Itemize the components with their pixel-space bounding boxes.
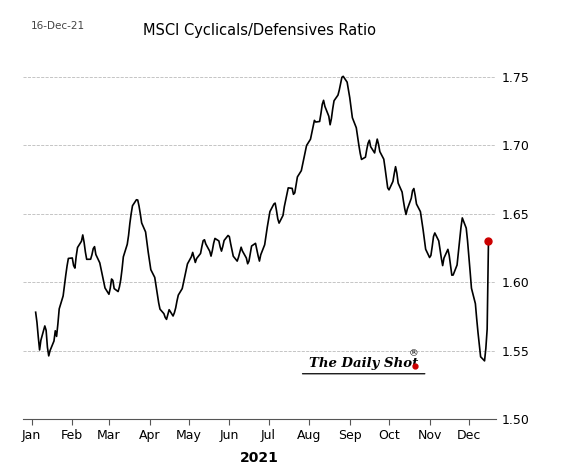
Text: ®: ®	[409, 350, 418, 359]
Text: 16-Dec-21: 16-Dec-21	[31, 21, 85, 31]
Text: The Daily Shot: The Daily Shot	[309, 357, 418, 370]
Title: MSCI Cyclicals/Defensives Ratio: MSCI Cyclicals/Defensives Ratio	[143, 22, 376, 38]
X-axis label: 2021: 2021	[240, 451, 279, 465]
Point	[484, 238, 493, 245]
